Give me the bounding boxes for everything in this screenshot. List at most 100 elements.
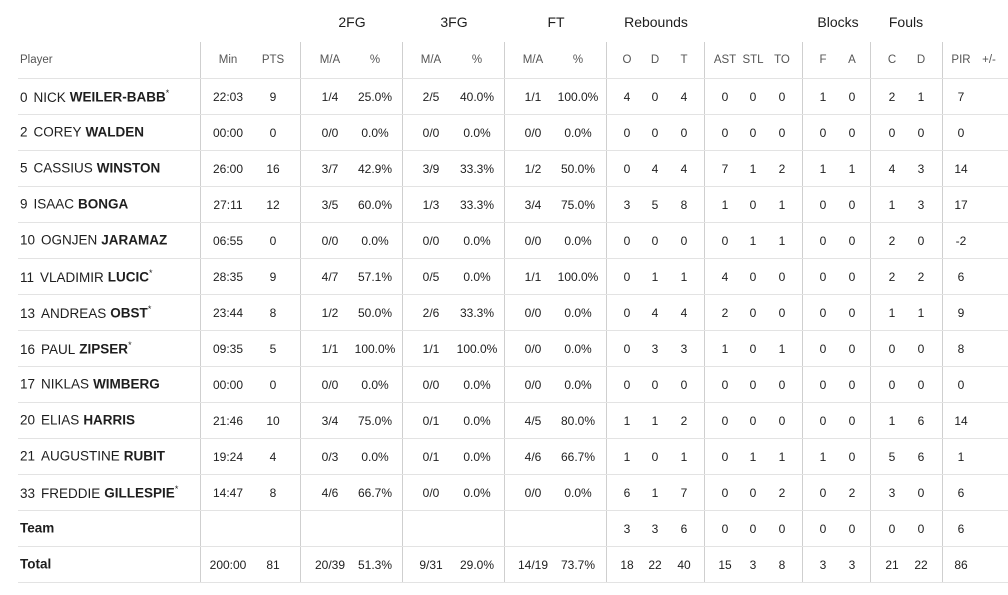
stat-cell: 19:24 <box>212 450 244 464</box>
stat-cell: 00:00 <box>212 126 244 140</box>
column-separator <box>704 42 705 582</box>
stat-cell: 0 <box>917 522 925 536</box>
stat-cell: 22 <box>914 558 928 572</box>
stat-cell: 3 <box>848 558 856 572</box>
stat-cell: 0.0% <box>463 414 491 428</box>
stat-cell: 0 <box>623 126 631 140</box>
player-name: 17 NIKLAS WIMBERG <box>20 377 160 392</box>
stat-cell: 00:00 <box>212 378 244 392</box>
stat-cell: 0.0% <box>564 342 592 356</box>
stat-cell: 2 <box>680 414 688 428</box>
stat-cell: 6 <box>957 522 965 536</box>
stat-cell: 66.7% <box>560 450 596 464</box>
stat-cell: 200:00 <box>209 558 247 572</box>
stat-cell: 0 <box>680 234 688 248</box>
row-divider <box>18 330 1008 331</box>
stat-cell: 0 <box>651 378 659 392</box>
column-header: PTS <box>261 54 285 66</box>
stat-cell: 3 <box>623 522 631 536</box>
stat-cell: 0.0% <box>564 378 592 392</box>
row-divider <box>18 114 1008 115</box>
stat-cell: 6 <box>917 450 925 464</box>
player-name: 21 AUGUSTINE RUBIT <box>20 449 165 464</box>
stat-cell: 0 <box>819 234 827 248</box>
stat-cell: 0 <box>651 234 659 248</box>
stat-cell: 1 <box>917 90 925 104</box>
stat-cell: 1/3 <box>422 198 440 212</box>
first-name: AUGUSTINE <box>41 448 120 464</box>
stat-cell: 0/5 <box>422 270 440 284</box>
player-name: 16 PAUL ZIPSER* <box>20 340 132 357</box>
stat-cell: 100.0% <box>354 342 396 356</box>
stat-cell: 4 <box>680 90 688 104</box>
stat-cell: 2 <box>778 162 786 176</box>
column-header: T <box>680 54 688 66</box>
stat-cell: 3 <box>819 558 827 572</box>
stat-cell: 42.9% <box>357 162 393 176</box>
stat-cell: 1 <box>721 342 729 356</box>
stat-cell: 14/19 <box>517 558 549 572</box>
player-name: 0 NICK WEILER-BABB* <box>20 88 169 105</box>
stat-cell: 0/0 <box>524 234 542 248</box>
player-number: 33 <box>20 485 36 501</box>
stat-cell: 3 <box>651 522 659 536</box>
first-name: VLADIMIR <box>40 269 104 285</box>
stat-cell: 8 <box>269 306 277 320</box>
stat-cell: 1/4 <box>321 90 339 104</box>
player-name: 33 FREDDIE GILLESPIE* <box>20 484 178 501</box>
stat-cell: 20/39 <box>314 558 346 572</box>
stat-cell: 57.1% <box>357 270 393 284</box>
stat-cell: 0 <box>749 306 757 320</box>
column-separator <box>402 42 403 582</box>
last-name: WALDEN <box>85 124 145 140</box>
stat-cell: 5 <box>269 342 277 356</box>
stat-cell: 0 <box>819 306 827 320</box>
stat-cell: 0/0 <box>321 378 339 392</box>
stat-cell: 0 <box>848 522 856 536</box>
stat-cell: 0 <box>848 306 856 320</box>
row-label: Total <box>20 556 52 572</box>
stat-cell: 3/7 <box>321 162 339 176</box>
stat-cell: 22:03 <box>212 90 244 104</box>
stat-cell: 14 <box>954 414 968 428</box>
column-header: M/A <box>522 54 544 66</box>
stat-cell: 0 <box>917 378 925 392</box>
stat-cell: 6 <box>623 486 631 500</box>
column-separator <box>200 42 201 582</box>
stat-cell: 0/0 <box>422 126 440 140</box>
stat-cell: 1 <box>778 198 786 212</box>
player-name: 20 ELIAS HARRIS <box>20 413 135 428</box>
stat-cell: 23:44 <box>212 306 244 320</box>
group-header: Fouls <box>888 14 924 30</box>
column-header: % <box>572 54 584 66</box>
stat-cell: 27:11 <box>213 198 243 212</box>
stat-cell: 3 <box>888 486 896 500</box>
stat-cell: 1 <box>623 450 631 464</box>
stat-cell: 12 <box>266 198 280 212</box>
stat-cell: 0/0 <box>524 378 542 392</box>
stat-cell: 0 <box>848 450 856 464</box>
stat-cell: 1 <box>651 414 659 428</box>
last-name: GILLESPIE <box>104 485 175 501</box>
stat-cell: 0 <box>651 90 659 104</box>
group-header: 3FG <box>440 14 468 30</box>
stat-cell: 21 <box>885 558 899 572</box>
stat-cell: 0 <box>680 378 688 392</box>
stat-cell: 0 <box>848 234 856 248</box>
stat-cell: 0 <box>778 378 786 392</box>
stat-cell: 0 <box>623 234 631 248</box>
stat-cell: 0 <box>749 126 757 140</box>
stat-cell: 0 <box>749 414 757 428</box>
stat-cell: 1/2 <box>524 162 542 176</box>
column-header: M/A <box>319 54 341 66</box>
stat-cell: 0 <box>888 342 896 356</box>
last-name: RUBIT <box>123 448 166 464</box>
stat-cell: 1 <box>819 450 827 464</box>
stat-cell: 0 <box>848 342 856 356</box>
stat-cell: -2 <box>955 234 967 248</box>
starter-mark: * <box>174 483 179 494</box>
stat-cell: 33.3% <box>459 162 495 176</box>
stat-cell: 0 <box>651 126 659 140</box>
stat-cell: 0 <box>848 378 856 392</box>
stat-cell: 28:35 <box>212 270 244 284</box>
